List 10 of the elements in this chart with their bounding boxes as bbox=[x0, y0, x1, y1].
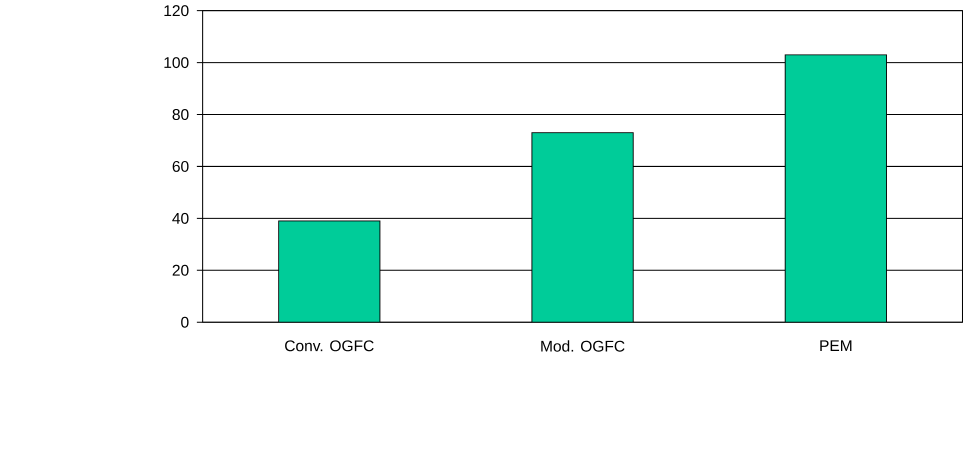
y-tick-label: 120 bbox=[164, 4, 189, 16]
y-tick-label: 0 bbox=[181, 316, 189, 328]
y-tick-label: 60 bbox=[172, 160, 189, 172]
y-tick-label: 80 bbox=[172, 108, 189, 120]
y-tick-label: 20 bbox=[172, 264, 189, 276]
x-tick-label: Mod. OGFC bbox=[541, 340, 625, 352]
y-tick-label: 100 bbox=[164, 56, 189, 68]
x-tick-label: PEM bbox=[820, 340, 852, 351]
x-tick-label: Conv. OGFC bbox=[285, 340, 374, 352]
y-tick-label: 40 bbox=[172, 212, 189, 224]
